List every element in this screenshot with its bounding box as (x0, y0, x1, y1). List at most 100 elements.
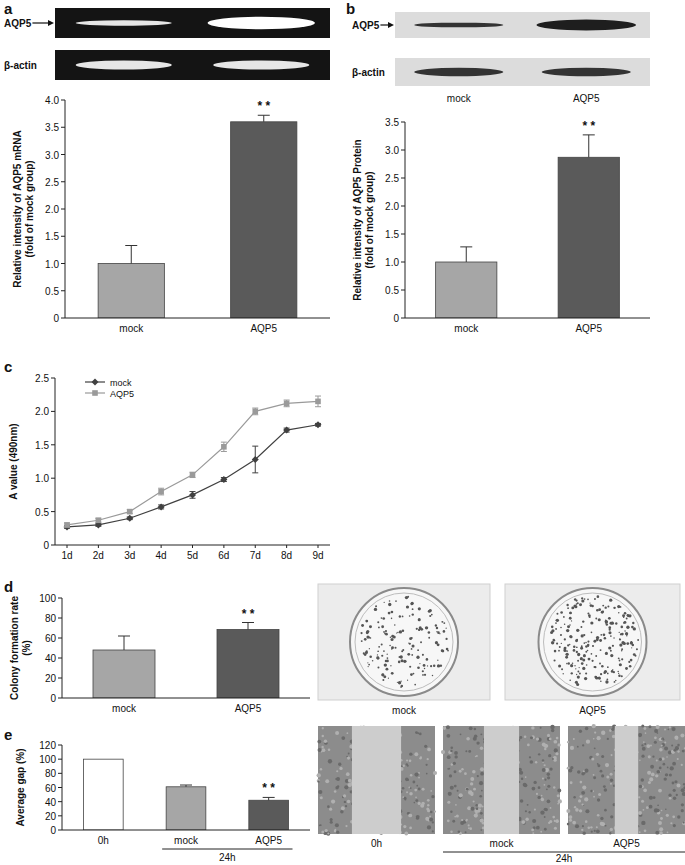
texture (553, 756, 557, 760)
colony (441, 621, 443, 623)
texture (570, 746, 574, 750)
y-axis-label: (fold of mock group) (24, 160, 35, 257)
photo-label: mock (490, 838, 515, 849)
colony (363, 652, 365, 654)
texture (414, 772, 418, 776)
y-axis-line (405, 122, 406, 318)
texture (600, 770, 603, 773)
colony (580, 626, 582, 628)
texture (520, 799, 524, 803)
colony (619, 638, 621, 640)
colony (637, 639, 639, 641)
texture (649, 777, 653, 781)
colony (389, 600, 391, 602)
y-tick (401, 234, 405, 235)
texture (638, 796, 640, 798)
texture (454, 816, 456, 818)
colony (576, 674, 577, 675)
x-tick-label: mock (112, 703, 137, 714)
colony (618, 612, 619, 613)
texture (670, 822, 672, 824)
texture (448, 750, 452, 754)
marker (158, 503, 165, 510)
colony (401, 685, 404, 688)
colony (439, 633, 440, 634)
colony (573, 649, 576, 652)
dish-rim (355, 593, 453, 691)
x-tick-label: 5d (187, 550, 198, 561)
texture (644, 829, 647, 832)
texture (660, 817, 663, 820)
texture (552, 816, 555, 819)
colony (432, 675, 433, 676)
colony (412, 608, 414, 610)
texture (582, 785, 586, 789)
y-tick (401, 122, 405, 123)
colony (610, 654, 613, 657)
texture (450, 750, 452, 752)
texture (672, 815, 675, 818)
y-tick (61, 181, 65, 182)
colony (558, 650, 560, 652)
error-cap (263, 797, 275, 798)
y-tick-label: 2.5 (385, 173, 399, 184)
texture (600, 817, 603, 820)
colony (571, 606, 574, 609)
texture (594, 747, 596, 749)
colony (551, 641, 554, 644)
texture (536, 793, 538, 795)
texture (610, 773, 613, 776)
texture (431, 795, 434, 798)
texture (610, 828, 613, 831)
colony (632, 644, 634, 646)
texture (601, 755, 604, 758)
texture (432, 821, 434, 823)
texture (341, 806, 345, 810)
colony (599, 639, 602, 642)
texture (335, 823, 339, 827)
colony (568, 662, 570, 664)
texture (535, 761, 537, 763)
colony (579, 672, 581, 674)
colony (395, 600, 397, 602)
texture (681, 803, 684, 806)
texture (525, 776, 527, 778)
colony (594, 598, 596, 600)
colony (577, 676, 580, 679)
bar (166, 787, 206, 830)
colony (369, 625, 372, 628)
texture (668, 794, 671, 797)
colony (383, 650, 385, 652)
colony (388, 612, 391, 615)
group-line (162, 849, 292, 850)
colony (626, 635, 627, 636)
y-tick-label: 2.0 (385, 201, 399, 212)
colony (600, 634, 602, 636)
y-tick (401, 318, 405, 319)
colony (607, 605, 609, 607)
texture (532, 787, 536, 791)
y-tick (401, 178, 405, 179)
colony (399, 630, 402, 633)
texture (532, 832, 534, 834)
texture (681, 764, 683, 766)
colony (609, 599, 612, 602)
texture (475, 756, 477, 758)
colony (360, 632, 362, 634)
texture (579, 809, 582, 812)
y-axis-label: Colony formation rate (9, 596, 20, 700)
texture (329, 808, 332, 811)
colony (428, 637, 430, 639)
colony (412, 673, 414, 675)
y-tick-label: 60 (45, 783, 57, 794)
texture (538, 786, 541, 789)
colony (577, 671, 579, 673)
texture (585, 727, 589, 731)
texture (541, 795, 543, 797)
colony (608, 617, 611, 620)
colony (566, 663, 568, 665)
significance: * * (242, 607, 255, 621)
texture (659, 767, 662, 770)
colony (618, 675, 620, 677)
texture (676, 738, 678, 740)
